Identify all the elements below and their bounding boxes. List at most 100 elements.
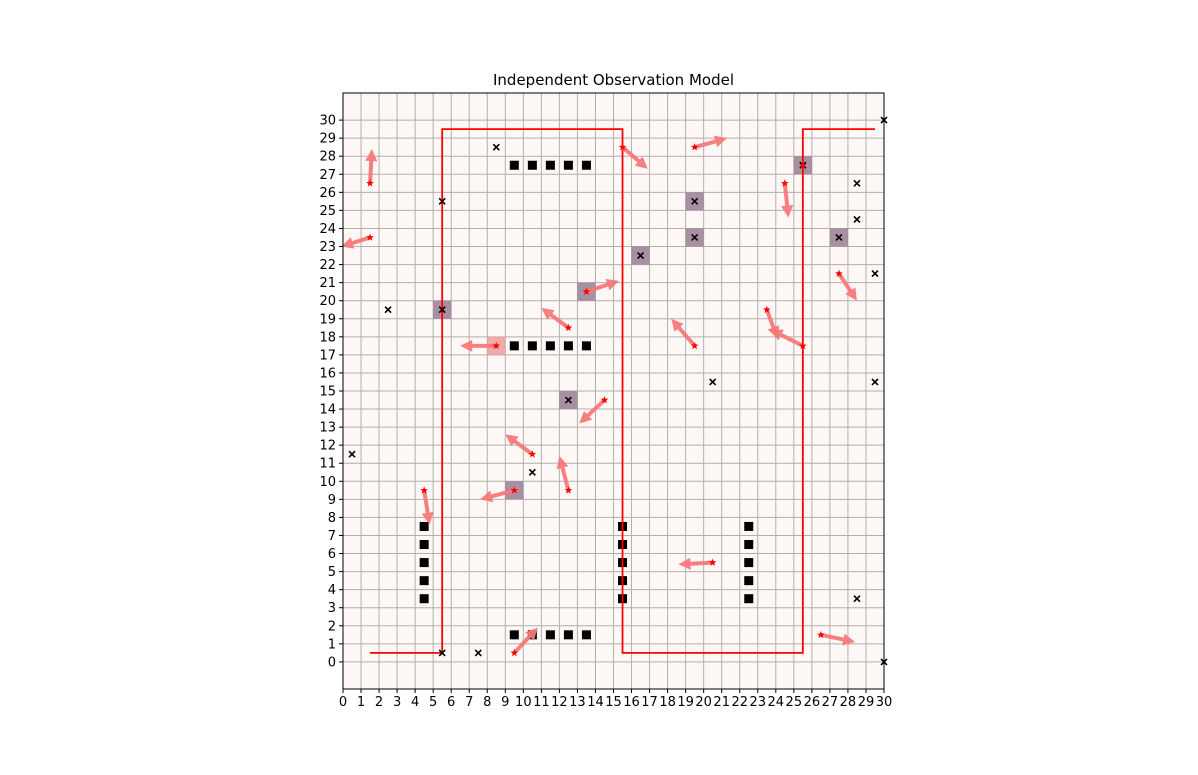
- agent-star-marker: [781, 179, 789, 187]
- x-tick-label: 19: [677, 695, 694, 710]
- obstacle-marker: [563, 341, 573, 351]
- y-tick-label: 18: [319, 330, 336, 345]
- obstacle-marker: [563, 160, 573, 170]
- obstacle-marker: [581, 630, 591, 640]
- agent-star-marker: [690, 341, 699, 350]
- agent-direction-arrow: [512, 627, 538, 655]
- agent-star-marker: [564, 486, 573, 494]
- obstacle-marker: [419, 521, 429, 531]
- obstacle-marker: [744, 540, 754, 550]
- x-marker: [853, 179, 861, 187]
- y-tick-label: 15: [319, 385, 336, 400]
- obstacle-marker: [545, 630, 555, 640]
- agent-direction-arrow: [505, 434, 534, 456]
- y-tick-label: 9: [328, 493, 336, 508]
- agent-star-marker: [564, 323, 573, 332]
- agent-direction-arrow: [837, 272, 857, 301]
- x-tick-label: 21: [713, 695, 730, 710]
- y-tick-label: 25: [319, 204, 336, 219]
- x-marker: [691, 197, 699, 205]
- agent-star-marker: [690, 143, 699, 151]
- obstacle-marker: [744, 594, 754, 604]
- y-tick-label: 20: [319, 294, 336, 309]
- x-tick-label: 11: [533, 695, 550, 710]
- y-tick-label: 8: [328, 511, 336, 526]
- obstacle-marker: [563, 630, 573, 640]
- x-tick-label: 17: [641, 695, 658, 710]
- obstacle-marker: [581, 160, 591, 170]
- x-marker: [348, 450, 356, 458]
- x-marker: [438, 649, 446, 657]
- agent-star-marker: [618, 143, 627, 151]
- y-tick-label: 10: [319, 475, 336, 490]
- x-marker: [636, 251, 645, 260]
- agent-star-marker: [708, 558, 717, 566]
- obstacle-marker: [419, 594, 429, 604]
- x-tick-label: 30: [876, 695, 893, 710]
- obstacle-marker: [509, 160, 519, 170]
- x-tick-label: 10: [515, 695, 532, 710]
- x-tick-label: 5: [429, 695, 437, 710]
- x-marker: [384, 306, 392, 314]
- agent-direction-arrow: [781, 183, 794, 218]
- x-marker: [528, 468, 536, 476]
- agent-direction-arrow: [460, 339, 497, 352]
- agent-star-marker: [528, 450, 537, 458]
- obstacle-marker: [527, 341, 537, 351]
- x-marker: [835, 233, 843, 242]
- obstacle-marker: [419, 540, 429, 550]
- path-line: [370, 128, 875, 654]
- x-tick-label: 27: [822, 695, 839, 710]
- y-tick-label: 19: [319, 312, 336, 327]
- agent-direction-arrow: [585, 278, 619, 294]
- agent-direction-arrow: [770, 329, 804, 348]
- agent-direction-arrow: [820, 632, 856, 646]
- x-tick-label: 9: [501, 695, 509, 710]
- y-tick-label: 6: [328, 547, 336, 562]
- obstacle-marker: [419, 576, 429, 586]
- y-tick-label: 0: [328, 655, 336, 670]
- agent-star-marker: [799, 161, 807, 169]
- agent-star-marker: [600, 396, 609, 404]
- x-tick-label: 25: [786, 695, 803, 710]
- obstacle-marker: [744, 576, 754, 586]
- x-marker: [691, 233, 699, 242]
- y-tick-label: 16: [319, 366, 336, 381]
- obstacle-marker: [545, 341, 555, 351]
- obstacle-marker: [545, 160, 555, 170]
- x-tick-label: 6: [447, 695, 455, 710]
- x-marker: [438, 197, 446, 205]
- x-tick-label: 12: [551, 695, 568, 710]
- x-tick-label: 16: [623, 695, 640, 710]
- obstacle-marker: [509, 341, 519, 351]
- x-tick-label: 1: [357, 695, 365, 710]
- y-tick-label: 5: [328, 565, 336, 580]
- x-marker: [492, 143, 500, 151]
- x-tick-label: 13: [569, 695, 586, 710]
- y-tick-label: 23: [319, 240, 336, 255]
- agent-direction-arrow: [480, 488, 515, 503]
- agent-star-marker: [835, 269, 843, 277]
- obstacle-marker: [744, 558, 754, 568]
- x-tick-label: 14: [587, 695, 604, 710]
- y-tick-label: 22: [319, 258, 336, 273]
- x-marker: [564, 396, 572, 404]
- y-tick-label: 14: [319, 403, 336, 418]
- agent-star-marker: [420, 486, 428, 494]
- x-tick-label: 29: [858, 695, 875, 710]
- y-tick-label: 30: [319, 114, 336, 129]
- chart-title: Independent Observation Model: [493, 71, 734, 89]
- x-marker: [474, 649, 482, 657]
- y-tick-label: 13: [319, 421, 336, 436]
- x-tick-label: 23: [749, 695, 766, 710]
- agent-star-marker: [492, 341, 501, 350]
- agent-star-marker: [510, 486, 519, 494]
- y-tick-label: 1: [328, 637, 336, 652]
- agent-star-marker: [582, 287, 591, 295]
- agent-star-marker: [366, 179, 374, 187]
- x-tick-label: 3: [393, 695, 401, 710]
- agent-direction-arrow: [671, 318, 697, 348]
- x-tick-label: 8: [483, 695, 491, 710]
- y-tick-label: 4: [328, 583, 336, 598]
